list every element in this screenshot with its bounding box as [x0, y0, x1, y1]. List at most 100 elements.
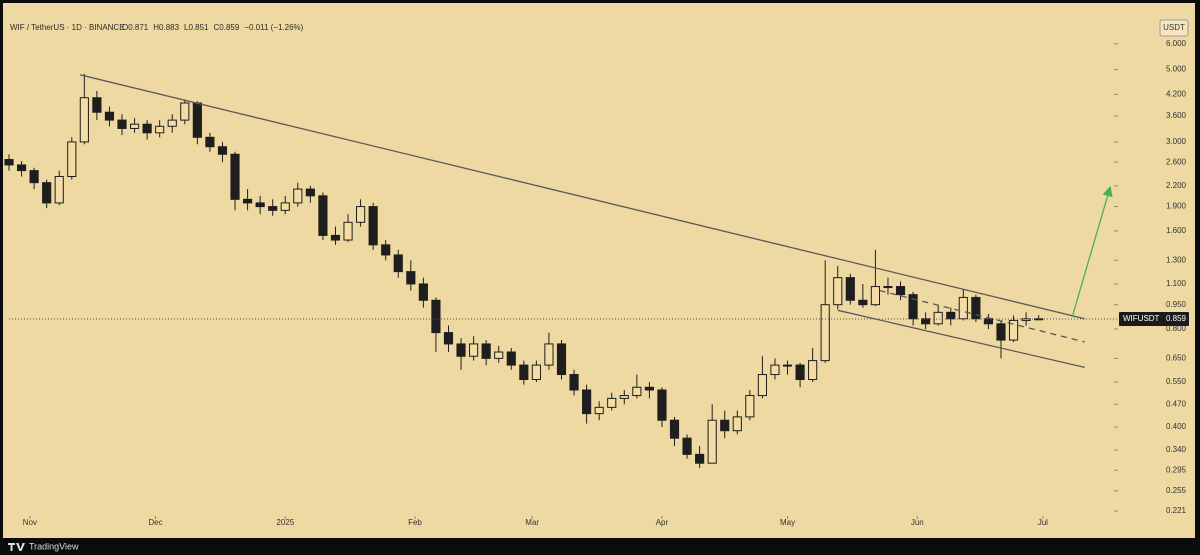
candle-body	[745, 395, 755, 418]
candle-body	[531, 364, 541, 381]
currency-badge[interactable]	[1159, 19, 1189, 37]
symbol-info: WIF / TetherUS · 1D · BINANCE	[10, 23, 125, 32]
candle-body	[594, 406, 604, 415]
ohlc-value: O0.871	[122, 23, 149, 32]
candle-body	[117, 119, 127, 129]
candle-body	[242, 198, 253, 204]
y-tick-label: 1.600	[1166, 226, 1187, 235]
candle-body	[732, 416, 742, 432]
candle-body	[255, 202, 265, 208]
candle-body	[1008, 319, 1019, 341]
y-tick-label: 0.550	[1166, 377, 1187, 386]
candle-body	[946, 311, 956, 320]
candle-body	[481, 343, 491, 359]
candle-body	[54, 175, 64, 204]
candle-body	[720, 419, 730, 432]
candle-body	[67, 141, 77, 177]
candle-body	[707, 419, 717, 464]
candle-body	[180, 102, 190, 121]
candle-body	[142, 123, 152, 134]
trendline	[879, 289, 1085, 343]
candle-body	[933, 311, 943, 325]
candle-body	[356, 206, 366, 223]
candle-body	[305, 188, 315, 197]
y-tick-label: 0.295	[1166, 465, 1187, 474]
projection-arrow	[1071, 185, 1113, 318]
candle-body	[393, 254, 403, 273]
chart-background	[3, 3, 1195, 538]
candle-body	[79, 97, 89, 143]
candle-body	[569, 374, 579, 391]
candle-body	[268, 206, 278, 211]
y-tick-label: 1.900	[1166, 202, 1187, 211]
price-tag-value: 0.859	[1166, 314, 1187, 323]
y-tick-label: 3.600	[1166, 111, 1187, 120]
trendline	[837, 309, 1085, 369]
brand-logo	[8, 543, 25, 551]
candle-body	[92, 97, 102, 113]
candle-body	[757, 374, 767, 397]
price-change: −0.011 (−1.26%)	[244, 23, 303, 32]
y-tick-label: 0.400	[1166, 422, 1187, 431]
candle-body	[418, 283, 428, 301]
ohlc-value: L0.851	[184, 23, 209, 32]
candle-body	[958, 296, 968, 320]
candle-body	[318, 195, 328, 236]
candle-body	[657, 389, 667, 421]
candle-body	[808, 360, 818, 381]
candle-body	[883, 286, 893, 289]
x-tick-label: Feb	[408, 518, 422, 527]
y-tick-label: 2.200	[1166, 181, 1187, 190]
candle-body	[343, 221, 353, 241]
candle-body	[469, 343, 479, 357]
candle-body	[644, 386, 654, 391]
trendline	[80, 74, 1085, 320]
candle-body	[858, 299, 868, 306]
candle-body	[795, 364, 805, 381]
y-tick-label: 0.950	[1166, 300, 1187, 309]
candle-body	[908, 294, 918, 320]
x-tick-label: May	[780, 518, 795, 527]
candle-body	[582, 389, 592, 415]
candle-body	[280, 202, 290, 211]
candle-body	[996, 323, 1006, 341]
candle-body	[16, 164, 27, 172]
candle-body	[494, 351, 504, 359]
x-tick-label: Nov	[23, 518, 37, 527]
y-tick-label: 0.221	[1166, 506, 1187, 515]
candle-body	[845, 277, 855, 301]
y-tick-label: 1.100	[1166, 279, 1187, 288]
x-tick-label: Jul	[1038, 518, 1048, 527]
candle-body	[443, 332, 454, 345]
candle-body	[155, 125, 165, 134]
y-tick-label: 1.300	[1166, 255, 1187, 264]
candle-body	[129, 123, 140, 129]
currency: USDT	[1163, 23, 1185, 32]
x-tick-label: 2025	[276, 518, 294, 527]
candle-body	[770, 364, 780, 376]
candle-body	[983, 318, 994, 325]
price-tag	[1119, 311, 1189, 326]
candle-body	[4, 158, 14, 166]
candle-body	[820, 304, 830, 362]
x-tick-label: Dec	[148, 518, 162, 527]
candle-body	[217, 146, 228, 155]
y-tick-label: 0.340	[1166, 445, 1187, 454]
candle-body	[431, 299, 441, 334]
candle-body	[230, 153, 240, 200]
y-tick-label: 0.800	[1166, 324, 1187, 333]
candle-body	[368, 206, 378, 246]
candle-body	[167, 119, 177, 127]
x-tick-label: Apr	[656, 518, 669, 527]
candle-body	[192, 102, 202, 138]
candle-body	[381, 244, 391, 256]
x-tick-label: Mar	[525, 518, 539, 527]
candle-body	[506, 351, 516, 366]
y-tick-label: 4.200	[1166, 89, 1187, 98]
candle-body	[895, 286, 906, 296]
candle-body	[682, 437, 692, 455]
candle-body	[782, 364, 793, 367]
y-tick-label: 6.000	[1166, 39, 1187, 48]
